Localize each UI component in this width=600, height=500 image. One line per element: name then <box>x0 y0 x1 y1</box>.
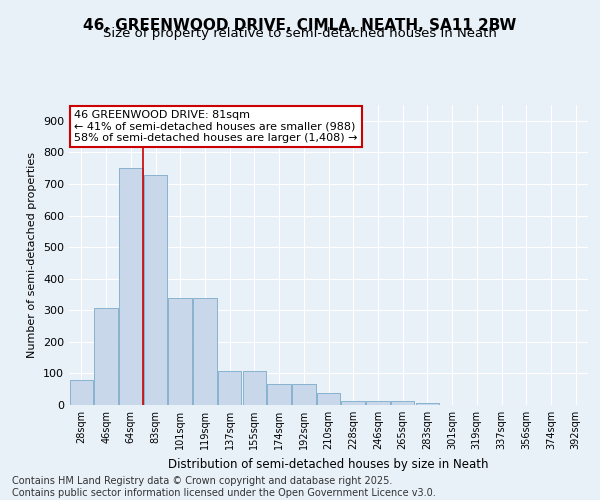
Bar <box>242 371 266 405</box>
Bar <box>366 401 389 405</box>
Bar <box>416 403 439 405</box>
Bar <box>292 384 316 405</box>
Bar <box>70 380 93 405</box>
Text: Contains HM Land Registry data © Crown copyright and database right 2025.
Contai: Contains HM Land Registry data © Crown c… <box>12 476 436 498</box>
Bar <box>94 308 118 405</box>
X-axis label: Distribution of semi-detached houses by size in Neath: Distribution of semi-detached houses by … <box>168 458 489 470</box>
Y-axis label: Number of semi-detached properties: Number of semi-detached properties <box>28 152 37 358</box>
Bar <box>144 175 167 405</box>
Bar <box>169 298 192 405</box>
Bar <box>341 400 365 405</box>
Bar <box>193 298 217 405</box>
Bar <box>218 371 241 405</box>
Bar <box>391 401 415 405</box>
Text: 46 GREENWOOD DRIVE: 81sqm
← 41% of semi-detached houses are smaller (988)
58% of: 46 GREENWOOD DRIVE: 81sqm ← 41% of semi-… <box>74 110 358 142</box>
Bar <box>119 168 143 405</box>
Bar <box>317 393 340 405</box>
Bar <box>268 384 291 405</box>
Text: 46, GREENWOOD DRIVE, CIMLA, NEATH, SA11 2BW: 46, GREENWOOD DRIVE, CIMLA, NEATH, SA11 … <box>83 18 517 32</box>
Text: Size of property relative to semi-detached houses in Neath: Size of property relative to semi-detach… <box>103 28 497 40</box>
